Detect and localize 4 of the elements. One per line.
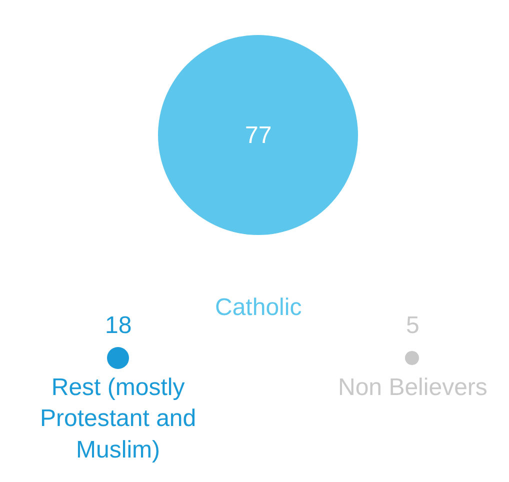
data-label: 18 (105, 312, 132, 339)
category-label: Rest (mostly Protestant and Muslim) (40, 374, 196, 464)
category-label: Catholic (215, 294, 302, 321)
data-label: 77 (245, 122, 272, 149)
